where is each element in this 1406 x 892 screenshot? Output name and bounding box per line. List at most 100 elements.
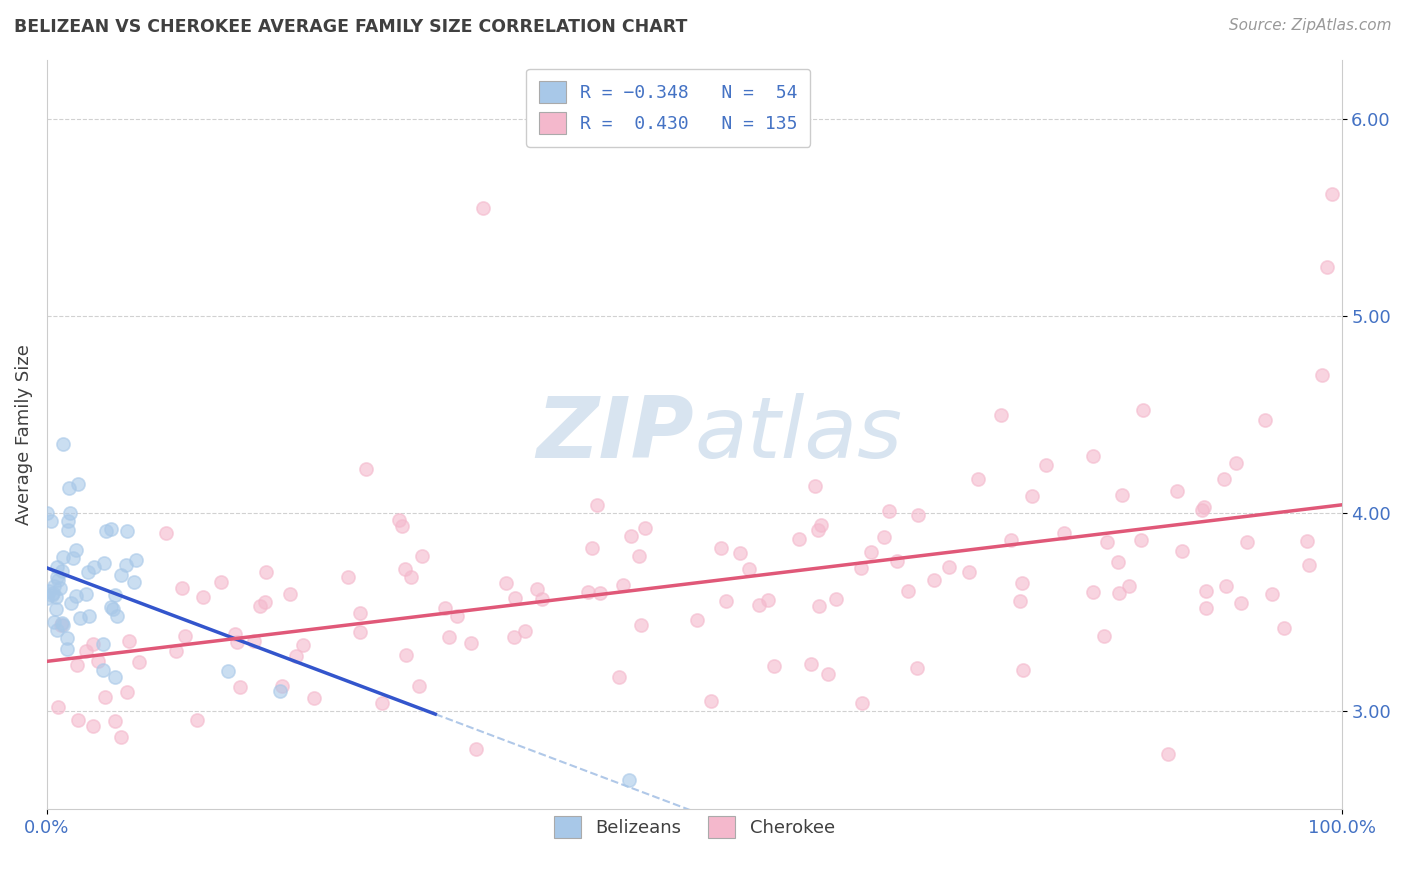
Point — [77, 608, 100, 623]
Point — [787, 533, 810, 547]
Point — [58, 481, 80, 495]
Point — [817, 666, 839, 681]
Point — [1195, 584, 1218, 599]
Point — [1108, 585, 1130, 599]
Point — [1261, 587, 1284, 601]
Point — [1081, 449, 1104, 463]
Point — [128, 655, 150, 669]
Point — [66, 713, 89, 727]
Point — [115, 685, 138, 699]
Point — [907, 508, 929, 523]
Point — [905, 661, 928, 675]
Point — [1296, 534, 1319, 549]
Point — [52, 549, 75, 564]
Point — [76, 565, 98, 579]
Point — [1254, 412, 1277, 426]
Point — [302, 691, 325, 706]
Point — [105, 608, 128, 623]
Point — [41, 589, 63, 603]
Point — [110, 567, 132, 582]
Point — [82, 637, 104, 651]
Point — [66, 476, 89, 491]
Point — [1312, 368, 1334, 383]
Point — [253, 595, 276, 609]
Point — [122, 574, 145, 589]
Point — [503, 591, 526, 606]
Point — [503, 630, 526, 644]
Point — [957, 566, 980, 580]
Point — [437, 630, 460, 644]
Text: BELIZEAN VS CHEROKEE AVERAGE FAMILY SIZE CORRELATION CHART: BELIZEAN VS CHEROKEE AVERAGE FAMILY SIZE… — [14, 18, 688, 36]
Point — [114, 558, 136, 572]
Point — [49, 618, 72, 632]
Point — [716, 594, 738, 608]
Point — [619, 772, 641, 787]
Point — [897, 583, 920, 598]
Point — [52, 437, 75, 451]
Point — [526, 582, 548, 596]
Point — [464, 742, 486, 756]
Point — [186, 713, 208, 727]
Point — [620, 529, 643, 543]
Point — [87, 654, 110, 668]
Point — [42, 585, 65, 599]
Point — [46, 623, 69, 637]
Point — [1130, 533, 1153, 547]
Point — [576, 584, 599, 599]
Point — [229, 681, 252, 695]
Point — [886, 554, 908, 568]
Point — [62, 551, 84, 566]
Point — [45, 570, 67, 584]
Point — [872, 530, 894, 544]
Point — [83, 560, 105, 574]
Point — [291, 638, 314, 652]
Text: atlas: atlas — [695, 392, 903, 475]
Point — [75, 587, 97, 601]
Point — [807, 599, 830, 614]
Point — [585, 498, 607, 512]
Point — [285, 649, 308, 664]
Point — [38, 584, 60, 599]
Point — [710, 541, 733, 556]
Point — [100, 600, 122, 615]
Point — [58, 514, 80, 528]
Point — [125, 553, 148, 567]
Point — [630, 617, 652, 632]
Point — [460, 636, 482, 650]
Point — [56, 523, 79, 537]
Point — [1320, 186, 1343, 201]
Point — [763, 659, 786, 673]
Point — [1053, 526, 1076, 541]
Point — [82, 719, 104, 733]
Point — [1166, 483, 1188, 498]
Point — [104, 671, 127, 685]
Point — [472, 201, 495, 215]
Point — [391, 518, 413, 533]
Point — [1021, 489, 1043, 503]
Point — [174, 629, 197, 643]
Point — [1215, 579, 1237, 593]
Point — [1316, 260, 1339, 274]
Point — [91, 663, 114, 677]
Point — [42, 615, 65, 629]
Point — [278, 587, 301, 601]
Point — [52, 618, 75, 632]
Text: Source: ZipAtlas.com: Source: ZipAtlas.com — [1229, 18, 1392, 33]
Point — [581, 541, 603, 555]
Point — [1191, 502, 1213, 516]
Point — [172, 581, 194, 595]
Y-axis label: Average Family Size: Average Family Size — [15, 344, 32, 524]
Point — [104, 714, 127, 729]
Point — [155, 526, 177, 541]
Point — [51, 615, 73, 630]
Point — [387, 513, 409, 527]
Point — [103, 602, 125, 616]
Point — [628, 549, 651, 563]
Point — [249, 599, 271, 614]
Point — [1157, 747, 1180, 762]
Point — [45, 590, 67, 604]
Point — [800, 657, 823, 672]
Point — [849, 561, 872, 575]
Point — [337, 570, 360, 584]
Point — [859, 545, 882, 559]
